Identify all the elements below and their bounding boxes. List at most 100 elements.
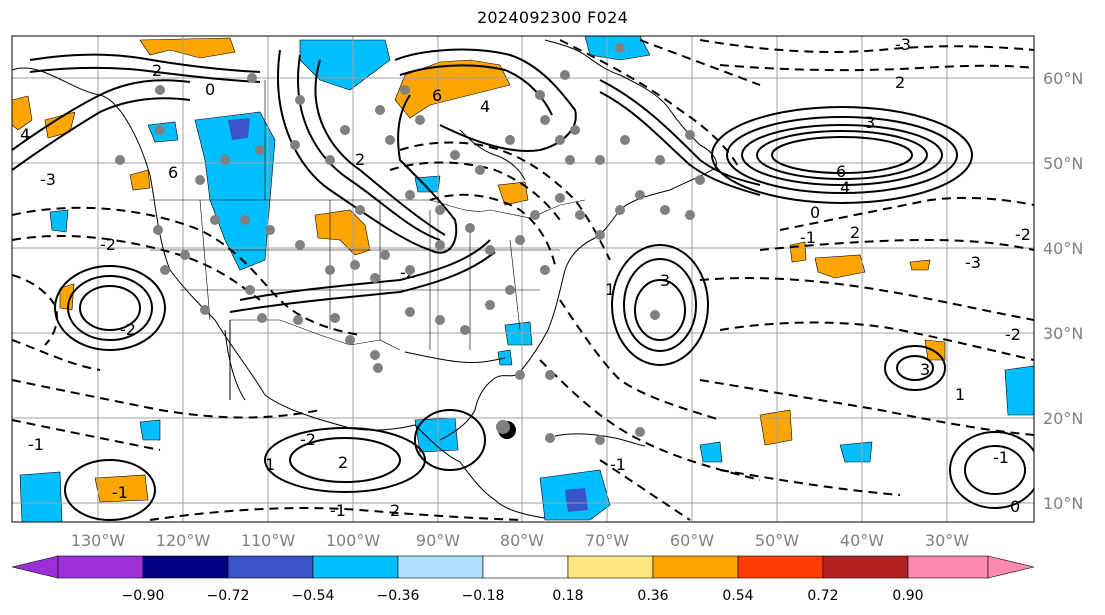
storm-marker bbox=[496, 310, 660, 439]
lat-label: 30°N bbox=[1043, 324, 1083, 343]
colorbar-tick-label: −0.18 bbox=[462, 588, 505, 604]
colorbar-tick-label: −0.36 bbox=[377, 588, 420, 604]
contour-label: -3 bbox=[40, 170, 56, 189]
lon-label: 100°W bbox=[326, 531, 381, 550]
lon-label: 130°W bbox=[71, 531, 126, 550]
patch-orange bbox=[814, 254, 866, 279]
colorbar-swatch bbox=[567, 555, 654, 579]
contour-label: 2 bbox=[850, 223, 860, 242]
colorbar-swatch bbox=[822, 555, 909, 579]
colorbar-tick-label: −0.72 bbox=[207, 588, 250, 604]
patch-blue-dark bbox=[228, 118, 250, 140]
patch-blue bbox=[19, 471, 63, 522]
contour-label: 1 bbox=[955, 385, 965, 404]
colorbar-swatch bbox=[397, 555, 484, 579]
contour-label: -2 bbox=[1015, 225, 1031, 244]
colorbar bbox=[11, 555, 1035, 579]
plot-title: 2024092300 F024 bbox=[476, 8, 629, 27]
coastlines bbox=[12, 39, 717, 519]
contour-label: 0 bbox=[205, 80, 215, 99]
patch-blue bbox=[139, 419, 161, 441]
contour-label: 6 bbox=[432, 86, 442, 105]
colorbar-swatch bbox=[142, 555, 229, 579]
lon-label: 120°W bbox=[156, 531, 211, 550]
patch-orange bbox=[759, 409, 793, 446]
contour-label: 0 bbox=[810, 203, 820, 222]
patch-blue bbox=[414, 417, 459, 453]
contour-label: -1 bbox=[993, 448, 1009, 467]
contour-label: 6 bbox=[168, 163, 178, 182]
contour-label: -1 bbox=[28, 435, 44, 454]
patch-blue bbox=[497, 349, 513, 366]
dashed-contours bbox=[12, 39, 1034, 521]
contour-label: -1 bbox=[610, 455, 626, 474]
lon-label: 40°W bbox=[840, 531, 884, 550]
patch-blue bbox=[49, 209, 69, 233]
colorbar-tick-label: −0.54 bbox=[292, 588, 335, 604]
patch-orange bbox=[139, 37, 236, 59]
contour-label: 2 bbox=[152, 61, 162, 80]
lon-label: 70°W bbox=[585, 531, 629, 550]
colorbar-tick-label: 0.18 bbox=[552, 588, 583, 604]
lon-label: 90°W bbox=[416, 531, 460, 550]
lon-label: 30°W bbox=[925, 531, 969, 550]
contour-label: 0 bbox=[1010, 497, 1020, 516]
colorbar-swatch bbox=[227, 555, 314, 579]
patch-blue bbox=[699, 441, 723, 463]
patch-orange bbox=[59, 283, 75, 311]
lat-label: 40°N bbox=[1043, 239, 1083, 258]
solid-contours bbox=[12, 48, 1034, 521]
colorbar-tick-label: 0.36 bbox=[637, 588, 668, 604]
contour-label: 2 bbox=[355, 150, 365, 169]
contour-label: 3 bbox=[920, 360, 930, 379]
station-markers bbox=[115, 43, 705, 445]
colorbar-ticks: −0.90 −0.72 −0.54 −0.36 −0.18 0.18 0.36 … bbox=[122, 588, 924, 604]
lon-label: 60°W bbox=[670, 531, 714, 550]
contour-label: 3 bbox=[660, 271, 670, 290]
colorbar-swatch bbox=[737, 555, 824, 579]
colorbar-swatch bbox=[482, 555, 569, 579]
contour-label: 1 bbox=[605, 280, 615, 299]
contour-label: -3 bbox=[965, 253, 981, 272]
contour-label: 2 bbox=[390, 501, 400, 520]
lat-label: 60°N bbox=[1043, 69, 1083, 88]
contour-label: -2 bbox=[120, 320, 136, 339]
contour-label: -3 bbox=[895, 35, 911, 54]
contour-label: 4 bbox=[840, 178, 850, 197]
contour-label: 4 bbox=[20, 125, 30, 144]
patch-blue bbox=[1004, 365, 1034, 416]
contour-label: 1 bbox=[265, 455, 275, 474]
contour-label: -2 bbox=[1005, 325, 1021, 344]
patch-blue-dark bbox=[565, 488, 588, 512]
contour-label: 4 bbox=[480, 97, 490, 116]
colorbar-tick-label: 0.90 bbox=[892, 588, 923, 604]
colorbar-swatch bbox=[57, 555, 144, 579]
contour-label: -1 bbox=[112, 483, 128, 502]
colorbar-tick-label: 0.72 bbox=[807, 588, 838, 604]
contour-label: -2 bbox=[100, 235, 116, 254]
colorbar-tick-label: −0.90 bbox=[122, 588, 165, 604]
lon-label: 50°W bbox=[755, 531, 799, 550]
lon-label: 110°W bbox=[241, 531, 296, 550]
contour-label: 6 bbox=[836, 162, 846, 181]
contour-label: -1 bbox=[330, 501, 346, 520]
patch-orange bbox=[129, 169, 151, 191]
colorbar-swatch bbox=[312, 555, 399, 579]
patch-orange bbox=[909, 259, 931, 271]
lat-label: 20°N bbox=[1043, 409, 1083, 428]
colorbar-swatch bbox=[652, 555, 739, 579]
colorbar-extend-min bbox=[11, 555, 59, 579]
shaded-anomaly-patches bbox=[12, 36, 1034, 522]
patch-blue bbox=[839, 441, 873, 463]
longitude-labels: 130°W 120°W 110°W 100°W 90°W 80°W 70°W 6… bbox=[71, 531, 969, 550]
contour-label: -1 bbox=[800, 228, 816, 247]
graticule bbox=[12, 36, 1034, 522]
contour-label: 2 bbox=[338, 453, 348, 472]
contour-label: 2 bbox=[895, 73, 905, 92]
contour-label: -2 bbox=[300, 430, 316, 449]
patch-orange bbox=[12, 95, 33, 131]
lat-label: 50°N bbox=[1043, 154, 1083, 173]
contour-label: 3 bbox=[865, 113, 875, 132]
latitude-labels: 60°N 50°N 40°N 30°N 20°N 10°N bbox=[1043, 69, 1083, 513]
